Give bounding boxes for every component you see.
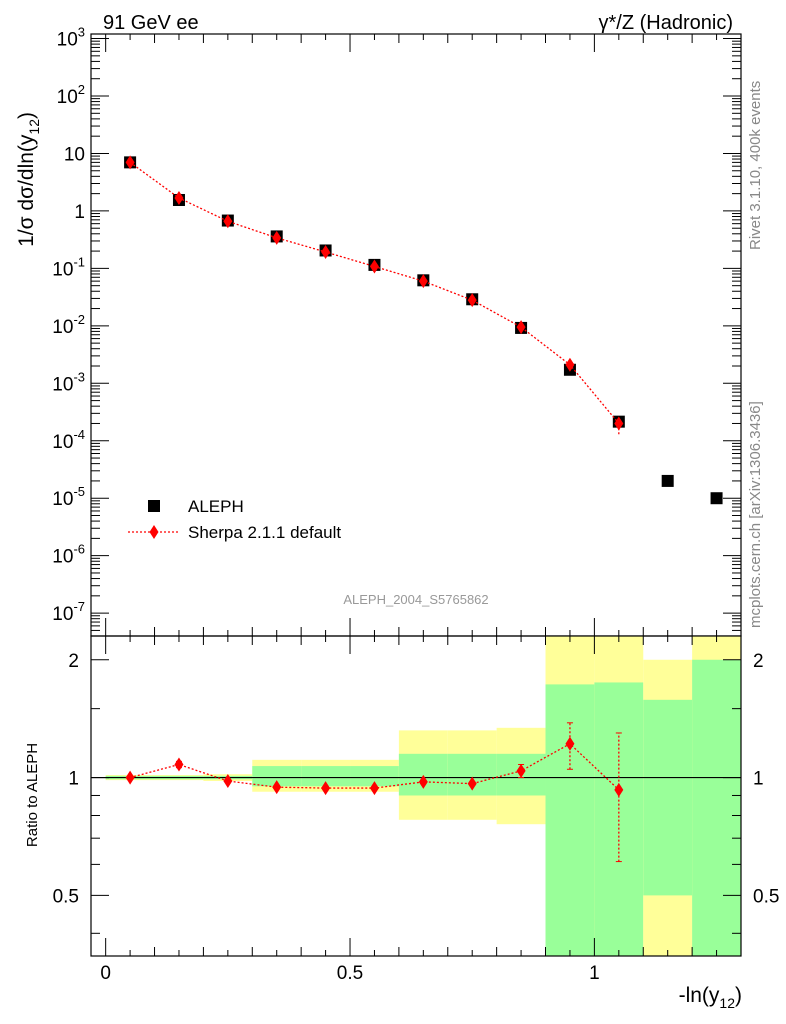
tick-exponent: -5 [73,484,85,499]
mcplots-label: mcplots.cern.ch [arXiv:1306.3436] [747,401,764,628]
analysis-id: ALEPH_2004_S5765862 [343,592,488,607]
tick-base: 10 [52,317,73,338]
tick-exponent: -1 [73,254,85,269]
ratio-frame [90,635,742,957]
x-tick-label: 1 [589,963,600,984]
main-y-tick-label: 10-2 [52,312,85,338]
main-y-tick-label: 10-6 [52,542,85,568]
tick-exponent: -6 [73,542,85,557]
ratio-band-green-12 [692,659,741,956]
main-ylabel-subscript: 12 [26,119,42,135]
ratio-sherpa-point [125,770,135,785]
tick-base: 10 [52,374,73,395]
main-y-tick-label: 1 [74,202,85,223]
sherpa-point [223,214,233,229]
ratio-sherpa-point [174,757,184,772]
legend-sherpa-marker [149,525,159,539]
main-panel: 10-710-610-510-410-310-210-1110102103ALE… [52,25,742,637]
main-y-axis-label: 1/σ dσ/dln(y12) [15,112,42,247]
main-y-tick-label: 10-5 [52,484,85,510]
tick-exponent: 3 [78,25,85,40]
sherpa-point [272,230,282,245]
tick-base: 10 [57,30,78,51]
legend: ALEPH Sherpa 2.1.1 default [128,497,341,542]
sherpa-point [614,416,624,431]
ratio-band-green-4 [301,766,351,787]
x-tick-label: 0.5 [337,963,363,984]
ratio-band-green-9 [545,684,595,956]
legend-aleph-label: ALEPH [188,497,244,516]
x-axis-label-close: ) [735,984,742,1007]
main-ylabel-prefix: 1/σ dσ/dln(y [15,134,38,247]
ratio-y-tick-label: 1 [68,769,79,790]
aleph-point [661,474,674,487]
legend-aleph-marker [148,500,160,512]
main-y-tick-label: 102 [57,82,85,108]
sherpa-point [418,274,428,289]
header-left-title: 91 GeV ee [103,12,199,34]
sherpa-point [125,155,135,170]
tick-base: 10 [52,604,73,625]
main-y-tick-label: 103 [57,25,85,51]
tick-base: 10 [52,432,73,453]
x-axis-label-subscript: 12 [719,995,735,1011]
tick-base: 10 [52,547,73,568]
tick-exponent: 2 [78,82,85,97]
main-frame [90,33,742,637]
ratio-y-tick-label-right: 2 [753,651,764,672]
ratio-band-green-5 [350,766,399,787]
main-ylabel-close: ) [15,112,38,119]
ratio-y-tick-label-right: 1 [753,769,764,790]
tick-exponent: -2 [73,312,85,327]
aleph-point [710,492,723,505]
ratio-y-axis-label: Ratio to ALEPH [24,743,41,847]
ratio-sherpa-point [223,773,233,788]
ratio-sherpa-point [321,781,331,796]
header-right-title: γ*/Z (Hadronic) [599,12,733,34]
tick-exponent: -4 [73,427,85,442]
sherpa-point [565,357,575,372]
ratio-sherpa-point [369,781,379,796]
ratio-sherpa-point [614,782,624,797]
ratio-band-green-6 [398,753,448,796]
tick-base: 10 [52,259,73,280]
ratio-y-tick-label-right: 0.5 [753,886,779,907]
tick-base: 10 [52,489,73,510]
ratio-sherpa-point [516,763,526,778]
sherpa-point [516,320,526,335]
ratio-y-tick-label: 0.5 [53,886,79,907]
ratio-band-green-10 [594,682,644,956]
main-y-tick-label: 10-1 [52,254,85,280]
ratio-panel: 0 0.5 1 0.5 0.5 1 1 2 2 [53,635,779,984]
main-y-tick-label: 10-4 [52,427,85,453]
tick-exponent: -7 [73,599,85,614]
ratio-band-green-3 [252,766,302,787]
ratio-sherpa-point [418,774,428,789]
main-y-tick-label: 10-7 [52,599,85,625]
ratio-band-green-11 [643,699,693,896]
main-y-tick-label: 10 [64,144,85,165]
x-tick-label: 0 [100,963,111,984]
ratio-sherpa-point [272,780,282,795]
rivet-label: Rivet 3.1.10, 400k events [747,81,764,250]
ratio-sherpa-point [467,776,477,791]
main-y-tick-label: 10-3 [52,369,85,395]
sherpa-point [369,259,379,274]
sherpa-point [467,293,477,308]
sherpa-point [174,190,184,205]
sherpa-line [129,161,620,424]
tick-exponent: -3 [73,369,85,384]
legend-sherpa-label: Sherpa 2.1.1 default [188,523,341,542]
ratio-sherpa-point [565,736,575,751]
ratio-y-tick-label: 2 [68,651,79,672]
sherpa-point [321,244,331,259]
x-axis-label: -ln(y12) [679,984,742,1011]
tick-base: 10 [57,87,78,108]
